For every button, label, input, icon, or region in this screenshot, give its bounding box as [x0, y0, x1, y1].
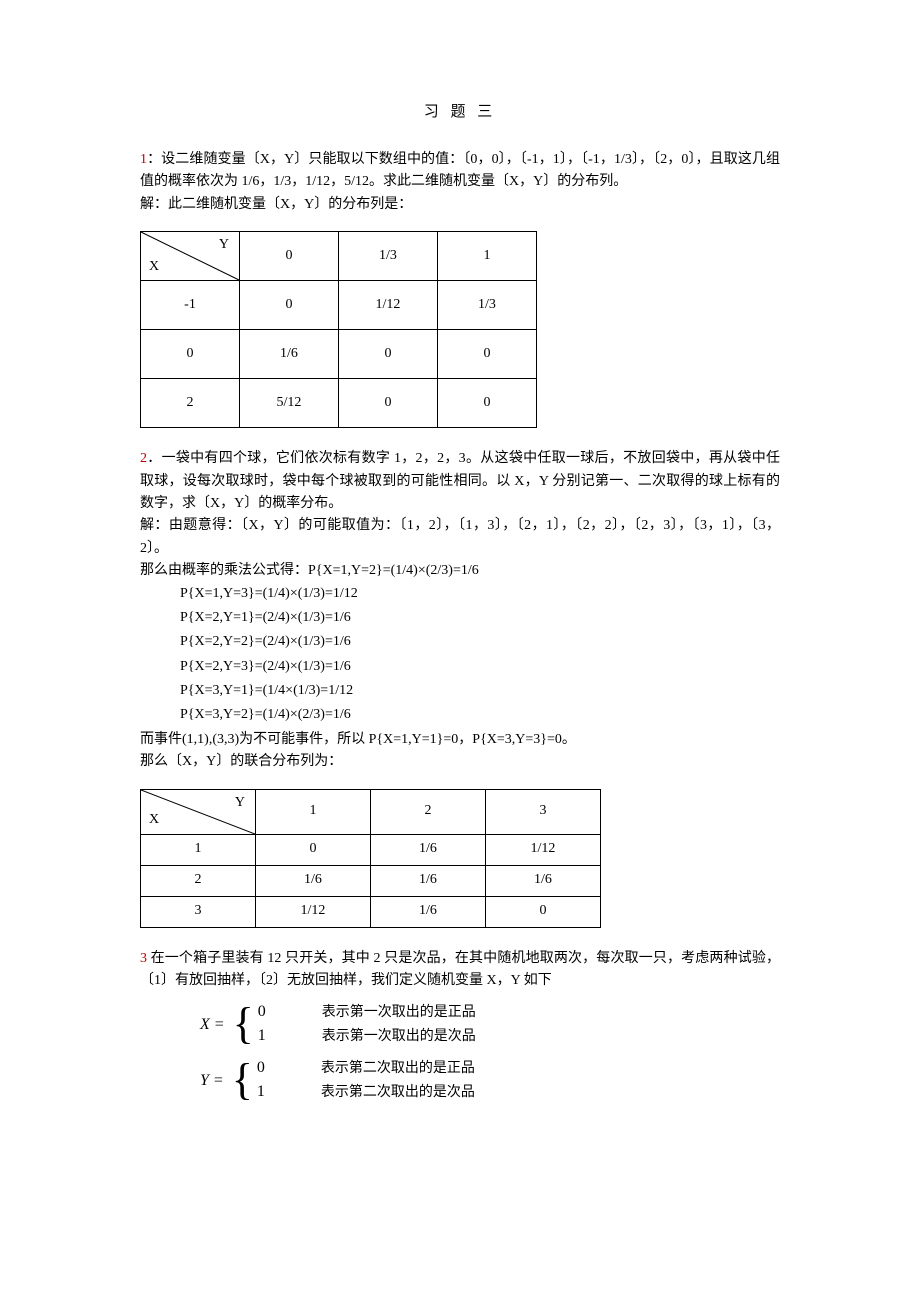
table1-col-1: 1/3 [339, 232, 438, 281]
table1-r2-c1: 0 [339, 379, 438, 428]
table1-r1-c2: 0 [438, 330, 537, 379]
calc-line: P{X=3,Y=1}=(1/4×(1/3)=1/12 [180, 680, 780, 702]
table1-r0-c0: 0 [240, 281, 339, 330]
brace-icon: { [232, 1058, 253, 1102]
impossible-events: 而事件(1,1),(3,3)为不可能事件，所以 P{X=1,Y=1}=0，P{X… [140, 729, 780, 751]
table-row: 2 1/6 1/6 1/6 [141, 865, 601, 896]
problem-2-solution-2: 那么由概率的乘法公式得：P{X=1,Y=2}=(1/4)×(2/3)=1/6 [140, 560, 780, 582]
eq-x-case0-n: 0 [258, 1000, 282, 1024]
table2-r0-c2: 1/12 [486, 834, 601, 865]
table2-col-0: 1 [256, 789, 371, 834]
page-title: 习 题 三 [140, 100, 780, 124]
brace-icon: { [233, 1002, 254, 1046]
calc-line: P{X=3,Y=2}=(1/4)×(2/3)=1/6 [180, 704, 780, 726]
problem-2-solution-1: 解：由题意得：〔X，Y〕的可能取值为：〔1，2〕，〔1，3〕，〔2，1〕，〔2，… [140, 515, 780, 560]
calculation-block: P{X=1,Y=3}=(1/4)×(1/3)=1/12 P{X=2,Y=1}=(… [180, 583, 780, 727]
table2-col-2: 3 [486, 789, 601, 834]
problem-2: 2．一袋中有四个球，它们依次标有数字 1，2，2，3。从这袋中任取一球后，不放回… [140, 448, 780, 515]
table1-r1-h: 0 [141, 330, 240, 379]
table1-r1-c1: 0 [339, 330, 438, 379]
table2-r1-c1: 1/6 [371, 865, 486, 896]
eq-y-case1-d: 表示第二次取出的是次品 [321, 1082, 475, 1103]
table2-r2-c2: 0 [486, 896, 601, 927]
table2-r1-c2: 1/6 [486, 865, 601, 896]
table1-col-2: 1 [438, 232, 537, 281]
problem-3-text: 在一个箱子里装有 12 只开关，其中 2 只是次品，在其中随机地取两次，每次取一… [140, 951, 780, 988]
table2-r2-c1: 1/6 [371, 896, 486, 927]
problem-2-text: ．一袋中有四个球，它们依次标有数字 1，2，2，3。从这袋中任取一球后，不放回袋… [140, 451, 780, 511]
calc-line: P{X=2,Y=1}=(2/4)×(1/3)=1/6 [180, 607, 780, 629]
problem-2-num: 2 [140, 451, 147, 466]
table2-r0-c0: 0 [256, 834, 371, 865]
table1-r0-h: -1 [141, 281, 240, 330]
table1-r2-c2: 0 [438, 379, 537, 428]
table-row: 1 0 1/6 1/12 [141, 834, 601, 865]
table1-r0-c1: 1/12 [339, 281, 438, 330]
table1-y-label: Y [219, 234, 229, 256]
table2-r0-h: 1 [141, 834, 256, 865]
problem-1-solution-label: 解：此二维随机变量〔X，Y〕的分布列是： [140, 194, 780, 216]
eq-x-var: X = [200, 1012, 225, 1038]
problem-1-num: 1 [140, 152, 147, 167]
eq-y-case0-n: 0 [257, 1056, 281, 1080]
distribution-table-1: Y X 0 1/3 1 -1 0 1/12 1/3 0 1/6 0 0 2 5/… [140, 231, 537, 428]
table1-col-0: 0 [240, 232, 339, 281]
table1-r2-h: 2 [141, 379, 240, 428]
table2-x-label: X [149, 809, 159, 831]
distribution-table-2: Y X 1 2 3 1 0 1/6 1/12 2 1/6 1/6 1/6 3 1… [140, 789, 601, 928]
table-row: -1 0 1/12 1/3 [141, 281, 537, 330]
calc-line: P{X=2,Y=2}=(2/4)×(1/3)=1/6 [180, 631, 780, 653]
equation-y: Y = { 0 表示第二次取出的是正品 1 表示第二次取出的是次品 [200, 1056, 780, 1104]
problem-3-num: 3 [140, 951, 147, 966]
table2-r2-h: 3 [141, 896, 256, 927]
table2-r1-c0: 1/6 [256, 865, 371, 896]
table1-x-label: X [149, 256, 159, 278]
problem-1-text: ：设二维随变量〔X，Y〕只能取以下数组中的值：〔0，0〕，〔-1，1〕，〔-1，… [140, 152, 780, 189]
eq-x-case1-n: 1 [258, 1024, 282, 1048]
table2-col-1: 2 [371, 789, 486, 834]
table-row: 2 5/12 0 0 [141, 379, 537, 428]
table-row: 0 1/6 0 0 [141, 330, 537, 379]
joint-dist-label: 那么〔X，Y〕的联合分布列为： [140, 751, 780, 773]
table2-r0-c1: 1/6 [371, 834, 486, 865]
eq-y-case0-d: 表示第二次取出的是正品 [321, 1058, 475, 1079]
eq-x-case1-d: 表示第一次取出的是次品 [322, 1026, 476, 1047]
eq-y-var: Y = [200, 1068, 224, 1094]
calc-line: P{X=2,Y=3}=(2/4)×(1/3)=1/6 [180, 656, 780, 678]
table2-r2-c0: 1/12 [256, 896, 371, 927]
table1-r0-c2: 1/3 [438, 281, 537, 330]
equation-x: X = { 0 表示第一次取出的是正品 1 表示第一次取出的是次品 [200, 1000, 780, 1048]
table1-r1-c0: 1/6 [240, 330, 339, 379]
problem-1: 1：设二维随变量〔X，Y〕只能取以下数组中的值：〔0，0〕，〔-1，1〕，〔-1… [140, 149, 780, 194]
table1-r2-c0: 5/12 [240, 379, 339, 428]
table1-header-xy: Y X [141, 232, 240, 281]
table-row: 3 1/12 1/6 0 [141, 896, 601, 927]
problem-3: 3 在一个箱子里装有 12 只开关，其中 2 只是次品，在其中随机地取两次，每次… [140, 948, 780, 993]
eq-y-case1-n: 1 [257, 1080, 281, 1104]
calc-line: P{X=1,Y=3}=(1/4)×(1/3)=1/12 [180, 583, 780, 605]
table2-y-label: Y [235, 792, 245, 814]
eq-x-case0-d: 表示第一次取出的是正品 [322, 1002, 476, 1023]
table2-header-xy: Y X [141, 789, 256, 834]
table2-r1-h: 2 [141, 865, 256, 896]
